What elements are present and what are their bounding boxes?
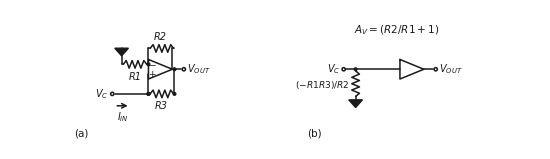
Text: R3: R3	[155, 101, 168, 111]
Text: $I_{IN}$: $I_{IN}$	[117, 110, 128, 124]
Text: (b): (b)	[307, 128, 322, 138]
Text: R1: R1	[129, 72, 141, 82]
Text: $V_{OUT}$: $V_{OUT}$	[439, 62, 463, 76]
Circle shape	[354, 68, 357, 71]
Circle shape	[111, 92, 114, 96]
Text: +: +	[148, 70, 155, 79]
Circle shape	[147, 93, 150, 95]
Text: $A_V = (R2/R1 + 1)$: $A_V = (R2/R1 + 1)$	[354, 23, 439, 37]
Text: $V_C$: $V_C$	[327, 62, 340, 76]
Polygon shape	[349, 100, 362, 107]
Circle shape	[173, 68, 176, 71]
Circle shape	[182, 68, 185, 71]
Circle shape	[342, 68, 345, 71]
Circle shape	[147, 63, 150, 66]
Text: R2: R2	[154, 32, 167, 42]
Circle shape	[434, 68, 437, 71]
Circle shape	[147, 93, 150, 95]
Text: −: −	[148, 60, 155, 69]
Text: (a): (a)	[74, 128, 88, 138]
Circle shape	[173, 93, 176, 95]
Text: $V_C$: $V_C$	[96, 87, 109, 101]
Polygon shape	[115, 48, 128, 56]
Text: $V_{OUT}$: $V_{OUT}$	[187, 62, 211, 76]
Text: $(-R1R3)/R2$: $(-R1R3)/R2$	[295, 79, 350, 91]
